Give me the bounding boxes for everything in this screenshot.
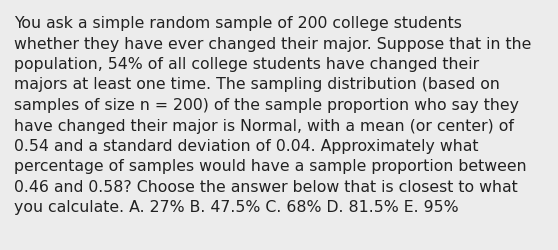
Text: majors at least one time. The sampling distribution (based on: majors at least one time. The sampling d…: [14, 77, 500, 92]
Text: 0.54 and a standard deviation of 0.04. Approximately what: 0.54 and a standard deviation of 0.04. A…: [14, 138, 479, 154]
Text: you calculate. A. 27% B. 47.5% C. 68% D. 81.5% E. 95%: you calculate. A. 27% B. 47.5% C. 68% D.…: [14, 200, 459, 215]
Text: percentage of samples would have a sample proportion between: percentage of samples would have a sampl…: [14, 159, 527, 174]
Text: population, 54% of all college students have changed their: population, 54% of all college students …: [14, 57, 479, 72]
Text: samples of size n = 200) of the sample proportion who say they: samples of size n = 200) of the sample p…: [14, 98, 519, 112]
Text: whether they have ever changed their major. Suppose that in the: whether they have ever changed their maj…: [14, 36, 531, 51]
Text: You ask a simple random sample of 200 college students: You ask a simple random sample of 200 co…: [14, 16, 462, 31]
Text: have changed their major is Normal, with a mean (or center) of: have changed their major is Normal, with…: [14, 118, 514, 133]
Text: 0.46 and 0.58? Choose the answer below that is closest to what: 0.46 and 0.58? Choose the answer below t…: [14, 179, 518, 194]
